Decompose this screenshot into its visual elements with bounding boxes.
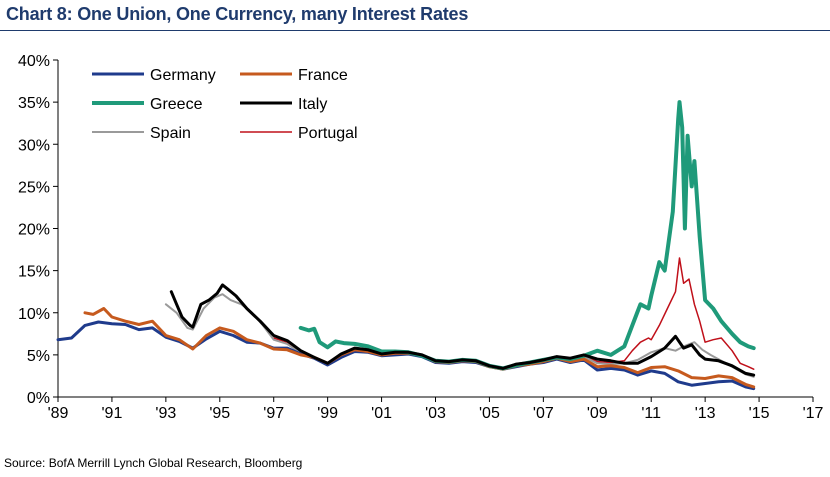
x-tick-label: '09 bbox=[587, 405, 608, 422]
x-tick-label: '93 bbox=[155, 405, 176, 422]
legend-label-spain: Spain bbox=[150, 125, 191, 142]
y-tick-label: 5% bbox=[27, 348, 50, 365]
legend-label-italy: Italy bbox=[298, 96, 327, 113]
chart-title: Chart 8: One Union, One Currency, many I… bbox=[6, 4, 469, 24]
y-tick-label: 35% bbox=[18, 95, 50, 112]
x-tick-label: '01 bbox=[371, 405, 392, 422]
x-tick-label: '99 bbox=[317, 405, 338, 422]
x-tick-label: '15 bbox=[749, 405, 770, 422]
chart-series bbox=[56, 100, 756, 391]
source-note: Source: BofA Merrill Lynch Global Resear… bbox=[4, 456, 303, 470]
x-tick-label: '05 bbox=[479, 405, 500, 422]
y-tick-label: 15% bbox=[18, 264, 50, 281]
y-tick-label: 20% bbox=[18, 222, 50, 239]
y-tick-label: 10% bbox=[18, 306, 50, 323]
x-tick-label: '89 bbox=[48, 405, 69, 422]
x-tick-label: '91 bbox=[101, 405, 122, 422]
y-tick-label: 0% bbox=[27, 390, 50, 407]
x-tick-label: '13 bbox=[695, 405, 716, 422]
series-line-italy bbox=[169, 283, 756, 377]
legend-label-portugal: Portugal bbox=[298, 125, 358, 142]
x-tick-label: '11 bbox=[641, 405, 661, 422]
y-tick-label: 30% bbox=[18, 137, 50, 154]
chart-legend: Germany France Greece Italy Spain Portugal bbox=[92, 67, 358, 142]
series-line-spain bbox=[164, 293, 755, 378]
x-tick-label: '17 bbox=[803, 405, 824, 422]
x-tick-label: '03 bbox=[425, 405, 446, 422]
series-line-greece bbox=[298, 100, 756, 371]
legend-label-greece: Greece bbox=[150, 96, 203, 113]
chart-axes: 0% 5% 10% 15% 20% 25% 30% 35% 40% '89 '91 '93 '95 '97… bbox=[18, 53, 824, 422]
x-tick-label: '07 bbox=[533, 405, 554, 422]
legend-label-germany: Germany bbox=[150, 67, 216, 84]
title-divider bbox=[0, 30, 830, 31]
y-tick-label: 25% bbox=[18, 179, 50, 196]
legend-label-france: France bbox=[298, 67, 348, 84]
y-tick-label: 40% bbox=[18, 53, 50, 70]
x-tick-label: '97 bbox=[263, 405, 284, 422]
x-tick-label: '95 bbox=[209, 405, 230, 422]
